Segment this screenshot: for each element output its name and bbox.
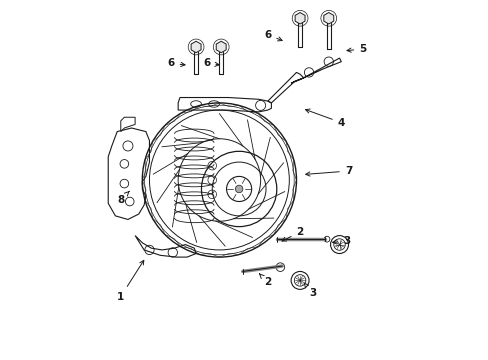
Text: 3: 3	[332, 236, 349, 246]
Circle shape	[235, 185, 243, 193]
Text: 7: 7	[305, 166, 351, 176]
Text: 4: 4	[305, 109, 345, 128]
Text: 3: 3	[304, 283, 316, 298]
Text: 6: 6	[167, 58, 184, 68]
Text: 5: 5	[346, 44, 366, 54]
Text: 2: 2	[282, 227, 303, 241]
Text: 6: 6	[264, 30, 282, 41]
Text: 6: 6	[203, 58, 219, 68]
Text: 2: 2	[259, 274, 271, 287]
Text: 8: 8	[117, 191, 129, 205]
Text: 1: 1	[117, 260, 143, 302]
